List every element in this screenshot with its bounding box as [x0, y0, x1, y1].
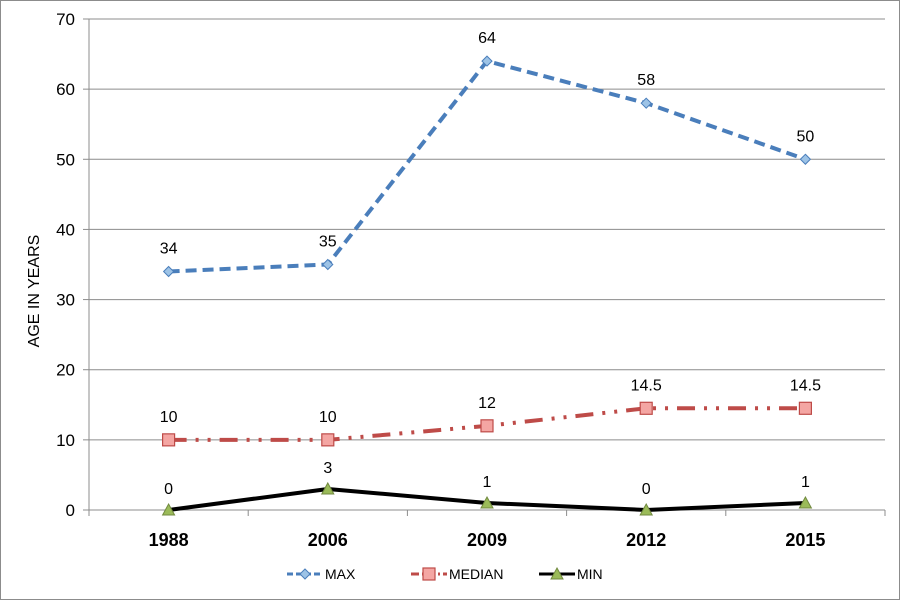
- legend-label-max: MAX: [325, 566, 356, 582]
- legend-label-median: MEDIAN: [449, 566, 503, 582]
- y-tick-label: 10: [56, 431, 75, 450]
- data-label-max: 34: [160, 241, 178, 258]
- x-tick-label: 2006: [308, 530, 348, 550]
- data-point-median: [162, 433, 176, 447]
- data-point-median: [798, 401, 813, 415]
- data-point-max: [322, 258, 334, 271]
- data-label-max: 50: [797, 128, 815, 145]
- data-label-median: 14.5: [631, 377, 662, 394]
- data-label-max: 64: [478, 30, 496, 47]
- data-point-median: [321, 433, 335, 447]
- data-label-max: 58: [637, 72, 655, 89]
- data-point-min: [320, 481, 335, 495]
- x-tick-label: 2012: [626, 530, 666, 550]
- data-label-min: 1: [801, 474, 810, 491]
- data-point-median: [480, 419, 494, 433]
- data-point-max: [640, 97, 652, 109]
- data-label-min: 0: [642, 481, 651, 498]
- y-tick-label: 0: [66, 501, 75, 520]
- data-point-median: [639, 401, 653, 415]
- data-label-median: 14.5: [790, 377, 821, 394]
- y-tick-label: 60: [56, 80, 75, 99]
- legend-marker-max: [299, 568, 311, 580]
- legend-marker-median: [422, 567, 436, 581]
- data-label-median: 10: [160, 409, 178, 426]
- x-tick-label: 2009: [467, 530, 507, 550]
- data-label-median: 10: [319, 409, 337, 426]
- y-tick-label: 50: [56, 150, 75, 169]
- x-tick-label: 2015: [785, 530, 825, 550]
- y-tick-label: 20: [56, 361, 75, 380]
- y-axis-title: AGE IN YEARS: [26, 235, 43, 348]
- data-point-min: [798, 495, 813, 509]
- data-label-min: 3: [323, 460, 332, 477]
- y-tick-label: 30: [56, 291, 75, 310]
- data-label-median: 12: [478, 395, 496, 412]
- data-point-min: [161, 502, 176, 516]
- series-line-max: [168, 59, 807, 274]
- data-label-max: 35: [319, 234, 337, 251]
- data-point-max: [481, 55, 493, 67]
- data-label-min: 0: [164, 481, 173, 498]
- x-tick-label: 1988: [149, 530, 189, 550]
- y-tick-label: 70: [56, 10, 75, 29]
- data-point-max: [162, 265, 175, 278]
- data-point-min: [480, 495, 494, 509]
- y-tick-label: 40: [56, 220, 75, 239]
- data-point-max: [799, 153, 812, 165]
- series: [161, 55, 813, 516]
- legend: MAX MEDIAN MIN: [287, 566, 603, 582]
- data-point-min: [639, 502, 654, 516]
- gridlines: [89, 18, 885, 441]
- legend-marker-min: [550, 566, 564, 580]
- data-label-min: 1: [483, 474, 492, 491]
- legend-label-min: MIN: [577, 566, 603, 582]
